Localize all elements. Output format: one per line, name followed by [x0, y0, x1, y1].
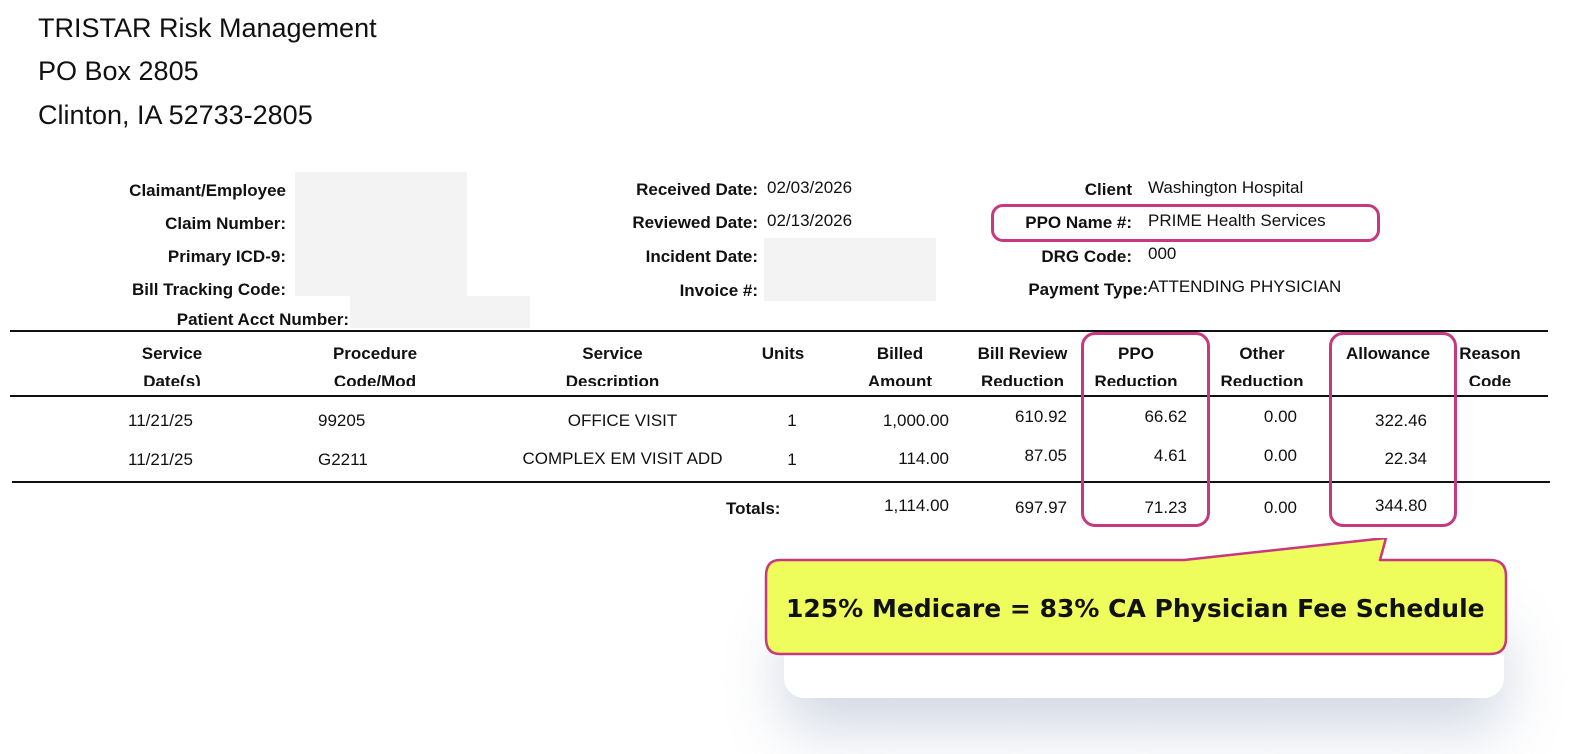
- totals-ppo-reduction: 71.23: [1144, 498, 1187, 517]
- client-value: Washington Hospital: [1148, 178, 1304, 197]
- reviewed-date-value: 02/13/2026: [767, 211, 853, 230]
- row1-ppo-reduction: 66.62: [1144, 407, 1187, 426]
- redacted-patient-acct: [350, 296, 530, 328]
- col-header-bill-review-reduction: Bill Review Reduction: [977, 344, 1068, 386]
- payment-type-value: ATTENDING PHYSICIAN: [1148, 277, 1342, 296]
- totals-allowance: 344.80: [1375, 496, 1427, 515]
- table-totals-rule: [12, 481, 1550, 483]
- row2-service-date: 11/21/25: [128, 450, 193, 469]
- claimant-label: Claimant/Employee: [129, 181, 286, 200]
- row1-procedure-code: 99205: [318, 411, 366, 430]
- ppo-name-highlight: [991, 204, 1380, 242]
- callout: 125% Medicare = 83% CA Physician Fee Sch…: [764, 538, 1510, 660]
- invoice-label: Invoice #:: [679, 281, 758, 300]
- row1-units: 1: [787, 411, 797, 430]
- col-header-service-dates: Service Date(s): [141, 344, 203, 386]
- client-label: Client: [1084, 180, 1132, 199]
- totals-bill-review-reduction: 697.97: [1015, 498, 1067, 517]
- allowance-highlight: [1329, 332, 1457, 527]
- row2-billed: 114.00: [898, 449, 949, 468]
- incident-date-label: Incident Date:: [645, 247, 758, 266]
- totals-other-reduction: 0.00: [1263, 498, 1297, 517]
- claim-number-label: Claim Number:: [165, 214, 286, 233]
- ppo-name-label: PPO Name #:: [1025, 213, 1132, 232]
- col-header-allowance: Allowance: [1345, 344, 1431, 363]
- col-header-service-description: Service Description: [565, 344, 660, 386]
- row1-other-reduction: 0.00: [1263, 407, 1297, 426]
- primary-icd-label: Primary ICD-9:: [167, 247, 286, 266]
- company-name: TRISTAR Risk Management: [38, 13, 377, 43]
- table-top-rule: [10, 330, 1548, 332]
- col-header-other-reduction: Other Reduction: [1220, 344, 1304, 386]
- redacted-incident-invoice: [764, 238, 936, 301]
- col-header-ppo-reduction: PPO Reduction: [1094, 344, 1178, 386]
- row1-allowance: 322.46: [1375, 411, 1427, 430]
- col-header-procedure-code: Procedure Code/Mod: [332, 344, 418, 386]
- totals-label: Totals:: [726, 499, 781, 518]
- row2-other-reduction: 0.00: [1263, 446, 1297, 465]
- bill-tracking-label: Bill Tracking Code:: [132, 280, 286, 299]
- callout-text: 125% Medicare = 83% CA Physician Fee Sch…: [786, 594, 1485, 623]
- row1-billed: 1,000.00: [882, 411, 949, 430]
- row2-bill-review-reduction: 87.05: [1024, 446, 1067, 465]
- row1-bill-review-reduction: 610.92: [1015, 407, 1067, 426]
- received-date-label: Received Date:: [636, 180, 758, 199]
- col-header-units: Units: [761, 344, 805, 363]
- callout-bubble: [764, 538, 1508, 656]
- redacted-claimant-block: [295, 172, 467, 296]
- company-address-line1: PO Box 2805: [38, 56, 199, 86]
- received-date-value: 02/03/2026: [767, 178, 853, 197]
- payment-type-label: Payment Type:: [1028, 280, 1148, 299]
- drg-code-label: DRG Code:: [1041, 247, 1132, 266]
- row1-service-date: 11/21/25: [128, 411, 193, 430]
- row2-procedure-code: G2211: [318, 450, 368, 469]
- col-header-billed-amount: Billed Amount: [867, 344, 933, 386]
- row2-ppo-reduction: 4.61: [1153, 446, 1187, 465]
- ppo-reduction-highlight: [1081, 332, 1210, 527]
- totals-billed: 1,114.00: [884, 496, 949, 515]
- table-header-rule: [10, 395, 1548, 397]
- col-header-reason-code: Reason Code: [1459, 344, 1521, 386]
- row1-description: OFFICE VISIT: [567, 411, 678, 430]
- reviewed-date-label: Reviewed Date:: [632, 213, 758, 232]
- row2-allowance: 22.34: [1384, 449, 1427, 468]
- ppo-name-value: PRIME Health Services: [1148, 211, 1326, 230]
- company-address-line2: Clinton, IA 52733-2805: [38, 100, 313, 130]
- drg-code-value: 000: [1148, 244, 1177, 263]
- row2-units: 1: [787, 450, 797, 469]
- patient-acct-label: Patient Acct Number:: [176, 310, 349, 329]
- row2-description: COMPLEX EM VISIT ADD: [522, 449, 723, 468]
